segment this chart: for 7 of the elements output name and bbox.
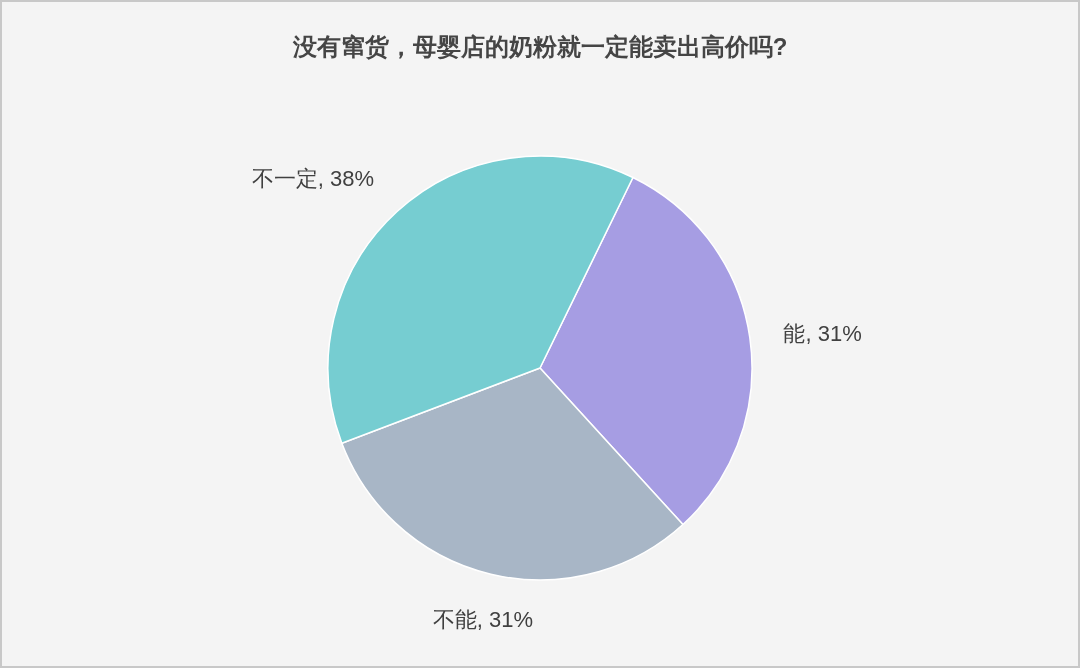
pie-slice — [341, 367, 684, 581]
slice-label: 不一定, 38% — [251, 166, 375, 192]
pie-slice — [539, 176, 753, 526]
slice-label: 不能, 31% — [432, 607, 534, 633]
slice-label: 能, 31% — [783, 320, 862, 346]
chart-title: 没有窜货，母婴店的奶粉就一定能卖出高价吗? — [291, 33, 788, 60]
pie-slice — [327, 155, 634, 445]
